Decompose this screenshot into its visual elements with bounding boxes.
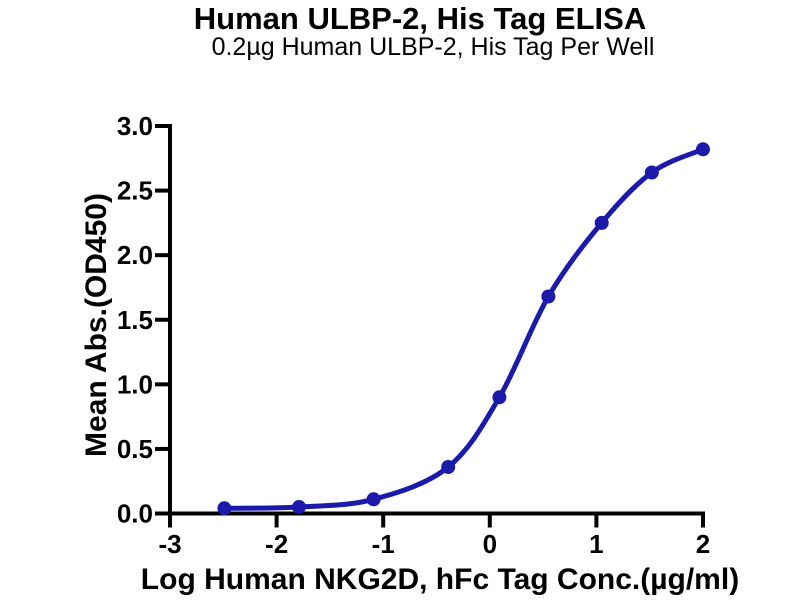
y-tick-label: 3.0	[117, 111, 153, 141]
chart-subtitle: 0.2µg Human ULBP-2, His Tag Per Well	[211, 33, 655, 61]
data-point	[366, 492, 381, 507]
data-point	[644, 165, 659, 180]
x-tick-label: -1	[372, 529, 395, 559]
chart-title: Human ULBP-2, His Tag ELISA	[193, 1, 647, 36]
y-tick-label: 0.5	[117, 434, 153, 464]
x-tick-label: -3	[158, 529, 181, 559]
data-point	[541, 289, 556, 304]
y-tick-label: 2.0	[117, 240, 153, 270]
y-tick-label: 1.0	[117, 369, 153, 399]
data-point	[594, 215, 609, 230]
x-tick-label: 0	[483, 529, 497, 559]
y-tick-label: 1.5	[117, 305, 153, 335]
x-tick-label: 1	[589, 529, 603, 559]
data-point	[441, 460, 456, 474]
x-tick-label: -2	[265, 529, 288, 559]
data-point	[217, 501, 232, 516]
data-point	[292, 500, 306, 514]
y-axis-title: Mean Abs.(OD450)	[80, 193, 113, 457]
y-tick-label: 0.0	[117, 499, 153, 529]
data-point	[696, 142, 710, 157]
x-axis-title: Log Human NKG2D, hFc Tag Conc.(µg/ml)	[140, 563, 740, 596]
fit-curve	[221, 146, 706, 511]
x-tick-label: 2	[696, 529, 710, 559]
data-point	[492, 390, 507, 405]
y-tick-label: 2.5	[117, 176, 153, 206]
